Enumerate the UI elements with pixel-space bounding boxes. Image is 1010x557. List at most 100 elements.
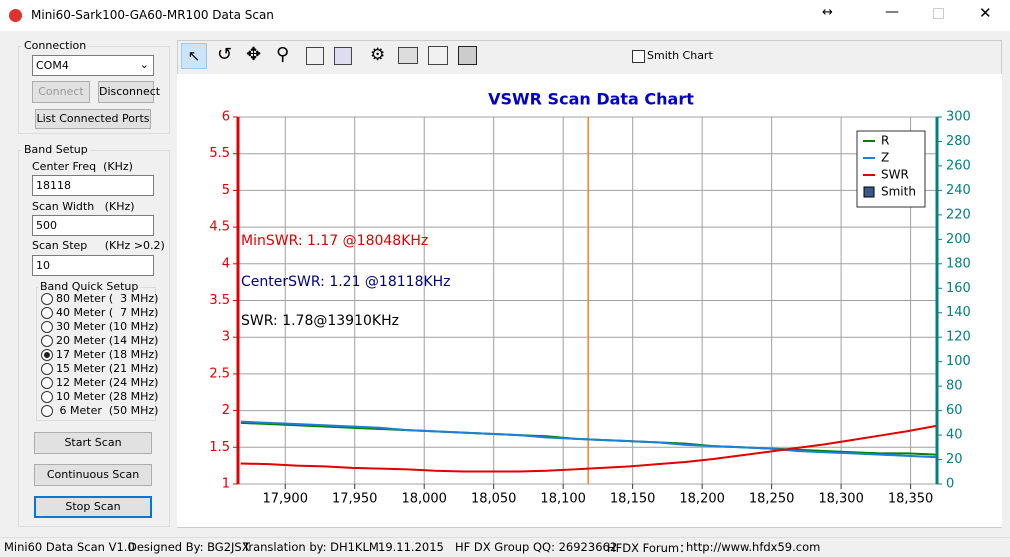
- stop-button[interactable]: Stop Scan: [34, 496, 152, 518]
- y2-tick-label: 220: [946, 207, 971, 222]
- series-line: [240, 420, 936, 459]
- x-tick-label: 17,950: [332, 492, 378, 507]
- x-tick-label: 18,150: [610, 492, 656, 507]
- port-combo[interactable]: COM4 ⌄: [32, 55, 154, 76]
- field-label: Scan Step (KHz >0.2): [32, 239, 165, 252]
- y2-tick-label: 160: [946, 281, 971, 296]
- annotation: SWR: 1.78@13910KHz: [241, 313, 399, 329]
- legend-label: SWR: [881, 168, 909, 182]
- list-ports-button[interactable]: List Connected Ports: [35, 109, 151, 129]
- band-setup-group: [18, 150, 170, 527]
- copy-tool[interactable]: [334, 47, 352, 65]
- window-title: Mini60-Sark100-GA60-MR100 Data Scan: [31, 8, 274, 22]
- annotation: CenterSWR: 1.21 @18118KHz: [241, 274, 451, 290]
- x-tick-label: 18,100: [540, 492, 586, 507]
- field-label: Scan Width (KHz): [32, 200, 135, 213]
- y2-tick-label: 100: [946, 354, 971, 369]
- status-text: Mini60 Data Scan V1.0: [4, 540, 135, 554]
- y-tick-label: 2.5: [209, 366, 230, 381]
- field-label: Center Freq (KHz): [32, 160, 133, 173]
- legend-swatch: [863, 186, 875, 198]
- band-label: 15 Meter (21 MHz): [56, 362, 159, 375]
- series-line: [240, 425, 936, 473]
- band-radio[interactable]: [41, 307, 53, 319]
- band-label: 40 Meter ( 7 MHz): [56, 306, 159, 319]
- save-tool[interactable]: [458, 46, 477, 65]
- y2-tick-label: 300: [946, 110, 971, 125]
- x-tick-label: 18,350: [888, 492, 934, 507]
- close-button[interactable]: ✕: [979, 4, 992, 22]
- save-image-tool[interactable]: [306, 47, 324, 65]
- status-text: HFDX Forum：: [607, 541, 691, 555]
- resize-icon: ↔: [822, 5, 833, 20]
- band-radio[interactable]: [41, 321, 53, 333]
- y2-tick-label: 20: [946, 452, 963, 467]
- x-tick-label: 18,200: [679, 492, 725, 507]
- y-tick-label: 2: [222, 403, 230, 418]
- settings-tool[interactable]: ⚙: [370, 45, 386, 65]
- x-tick-label: 17,900: [262, 492, 308, 507]
- pointer-tool[interactable]: ↖: [181, 43, 207, 69]
- y2-tick-label: 180: [946, 256, 971, 271]
- y2-tick-label: 280: [946, 134, 971, 149]
- band-label: 30 Meter (10 MHz): [56, 320, 159, 333]
- group-label: Band Setup: [22, 143, 90, 156]
- step-input[interactable]: 10: [32, 255, 154, 276]
- y-tick-label: 3.5: [209, 293, 230, 308]
- band-radio[interactable]: [41, 335, 53, 347]
- y2-tick-label: 40: [946, 428, 963, 443]
- continuous-button[interactable]: Continuous Scan: [34, 464, 152, 486]
- connection-group: [18, 46, 170, 134]
- legend-label: Smith: [881, 185, 916, 199]
- y2-tick-label: 60: [946, 403, 963, 418]
- smith-checkbox-label: Smith Chart: [647, 49, 713, 62]
- port-value: COM4: [36, 59, 69, 72]
- y-tick-label: 5: [222, 183, 230, 198]
- group-label: Band Quick Setup: [38, 280, 141, 293]
- title-bar: Mini60-Sark100-GA60-MR100 Data Scan ↔ — …: [0, 0, 1010, 31]
- status-text: Designed By: BG2JSX: [128, 540, 250, 554]
- width-input[interactable]: 500: [32, 215, 154, 236]
- band-radio[interactable]: [41, 377, 53, 389]
- band-radio[interactable]: [41, 405, 53, 417]
- app-icon: [9, 9, 22, 22]
- zoom-tool[interactable]: ⚲: [276, 44, 290, 65]
- group-label: Connection: [22, 39, 89, 52]
- smith-checkbox[interactable]: [632, 50, 645, 63]
- start-button[interactable]: Start Scan: [34, 432, 152, 454]
- y-tick-label: 4: [222, 256, 230, 271]
- center-input[interactable]: 18118: [32, 175, 154, 196]
- undo-tool[interactable]: ↺: [217, 44, 233, 65]
- band-label: 20 Meter (14 MHz): [56, 334, 159, 347]
- annotation: MinSWR: 1.17 @18048KHz: [241, 233, 428, 249]
- y-tick-label: 1.5: [209, 440, 230, 455]
- page-setup-tool[interactable]: [428, 46, 448, 65]
- minimize-button[interactable]: —: [885, 4, 899, 20]
- connect-button[interactable]: Connect: [32, 81, 90, 103]
- disconnect-button[interactable]: Disconnect: [98, 81, 160, 103]
- x-tick-label: 18,050: [471, 492, 517, 507]
- band-radio[interactable]: [41, 349, 53, 361]
- y2-tick-label: 120: [946, 330, 971, 345]
- y-tick-label: 5.5: [209, 146, 230, 161]
- legend-label: Z: [881, 151, 889, 165]
- band-radio[interactable]: [41, 363, 53, 375]
- chart: VSWR Scan Data Chart 1 1.5 2 2.5 3 3.5 4 4.5 5 5.5…: [209, 90, 971, 507]
- y-tick-label: 3: [222, 330, 230, 345]
- pan-tool[interactable]: ✥: [246, 44, 262, 65]
- x-tick-label: 18,300: [818, 492, 864, 507]
- y2-tick-label: 240: [946, 183, 971, 198]
- band-label: 6 Meter (50 MHz): [56, 404, 159, 417]
- y2-tick-label: 0: [946, 477, 954, 492]
- band-radio[interactable]: [41, 293, 53, 305]
- legend-label: R: [881, 134, 889, 148]
- y-tick-label: 1: [222, 477, 230, 492]
- y2-tick-label: 80: [946, 379, 963, 394]
- status-text: 19.11.2015: [378, 540, 444, 554]
- band-radio[interactable]: [41, 391, 53, 403]
- band-label: 12 Meter (24 MHz): [56, 376, 159, 389]
- band-label: 10 Meter (28 MHz): [56, 390, 159, 403]
- maximize-button[interactable]: [933, 8, 944, 19]
- print-tool[interactable]: [398, 47, 418, 64]
- y2-tick-label: 200: [946, 232, 971, 247]
